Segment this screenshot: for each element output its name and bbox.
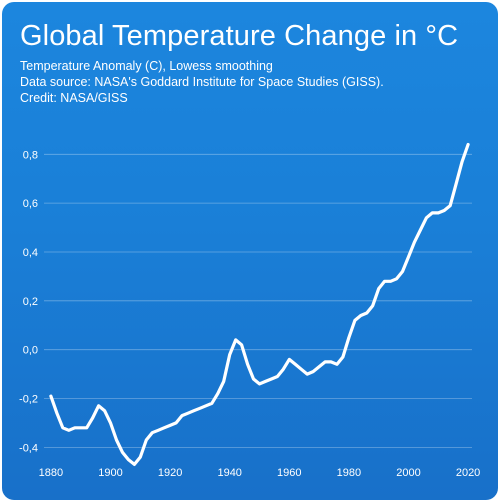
y-tick-label: -0,2 [19,394,38,406]
x-tick-label: 2020 [456,467,480,479]
gridlines [44,153,472,448]
y-tick-label: 0,4 [23,247,38,259]
y-axis-ticks: 0,8 0,6 0,4 0,2 0,0 -0,2 -0,4 [19,149,38,454]
temperature-series-line [49,142,470,466]
x-tick-label: 1940 [217,467,241,479]
y-tick-label: 0,0 [23,345,38,357]
x-tick-label: 1900 [98,467,122,479]
y-tick-label: -0,4 [19,442,38,454]
credit: Credit: NASA/GISS [20,91,128,105]
x-tick-label: 1920 [158,467,182,479]
x-tick-label: 1880 [39,467,63,479]
x-axis-ticks: 1880 1900 1920 1940 1960 1980 2000 2020 [39,467,481,479]
y-tick-label: 0,2 [23,296,38,308]
series-lines [49,142,470,466]
x-tick-label: 2000 [396,467,420,479]
x-tick-label: 1960 [277,467,301,479]
chart-title: Global Temperature Change in °C [20,20,459,52]
y-tick-label: 0,6 [23,198,38,210]
x-tick-label: 1980 [337,467,361,479]
y-tick-label: 0,8 [23,149,38,161]
chart-subtitle: Temperature Anomaly (C), Lowess smoothin… [20,59,273,73]
data-source: Data source: NASA's Goddard Institute fo… [20,75,384,89]
